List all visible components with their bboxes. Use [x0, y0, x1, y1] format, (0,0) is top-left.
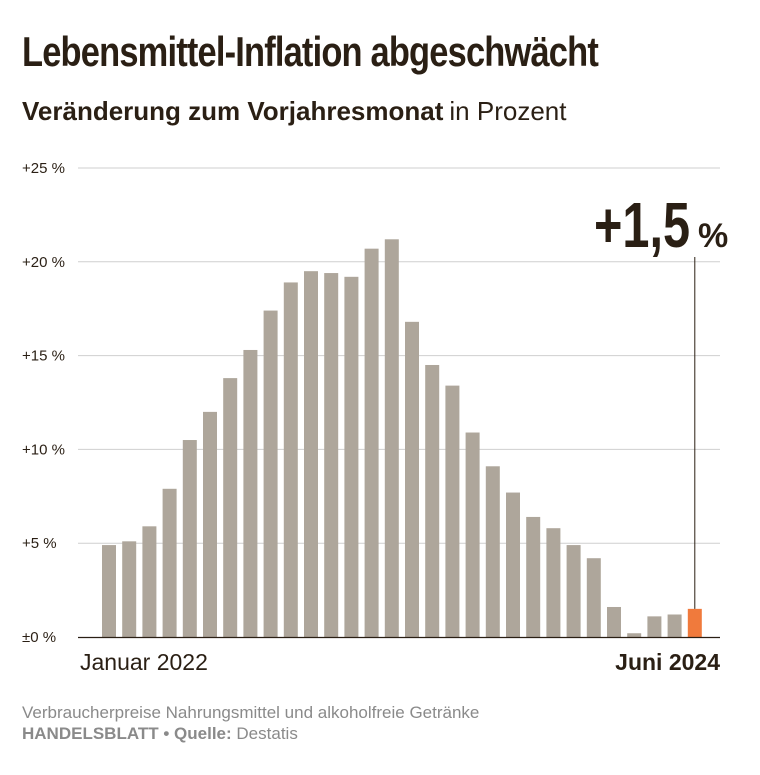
bar [384, 239, 399, 637]
bar [405, 321, 419, 637]
bar [566, 545, 581, 637]
bar [445, 385, 460, 637]
chart-subtitle: Veränderung zum Vorjahresmonat in Prozent [22, 96, 566, 127]
y-axis-labels: ±0 % +5 % +10 % +15 % +20 % +25 % [22, 160, 65, 646]
y-tick-label: +10 % [22, 441, 65, 458]
bar [586, 558, 601, 637]
bar [485, 466, 500, 637]
bar [465, 432, 480, 637]
subtitle-main: Veränderung zum Vorjahresmonat [22, 96, 444, 126]
subtitle-unit: in Prozent [449, 96, 567, 126]
source-name: Destatis [236, 724, 298, 743]
x-end-label: Juni 2024 [615, 649, 720, 675]
bar [667, 614, 682, 637]
bars [102, 239, 702, 637]
bar [344, 276, 359, 637]
bar [263, 310, 278, 637]
bar-chart: ±0 % +5 % +10 % +15 % +20 % +25 % +1,5 % Janu… [22, 160, 728, 675]
y-tick-label: +25 % [22, 160, 65, 177]
bar [243, 349, 258, 637]
bar [182, 440, 197, 637]
bar [364, 248, 379, 637]
bar [647, 616, 662, 637]
bar-highlight [687, 608, 702, 637]
bar [627, 633, 642, 637]
bar [203, 411, 217, 637]
bar [607, 606, 621, 637]
y-tick-label: ±0 % [22, 629, 56, 646]
bar [526, 516, 541, 637]
bar [546, 528, 561, 637]
chart-credits: HANDELSBLATT • Quelle: Destatis [22, 724, 298, 744]
bar [122, 541, 137, 637]
bar [506, 492, 520, 637]
source-label: Quelle: [174, 724, 232, 743]
chart-title: Lebensmittel-Inflation abgeschwächt [22, 28, 599, 75]
y-tick-label: +5 % [22, 535, 57, 552]
bar [425, 364, 440, 637]
publisher-name: HANDELSBLATT [22, 724, 159, 743]
bar [223, 378, 238, 637]
bar [324, 273, 339, 637]
bar [162, 488, 177, 637]
annotation-unit: % [698, 217, 728, 255]
y-tick-label: +20 % [22, 254, 65, 271]
bar [283, 282, 298, 637]
x-start-label: Januar 2022 [80, 649, 208, 675]
credit-separator: • [163, 724, 170, 743]
y-tick-label: +15 % [22, 348, 65, 365]
bar [142, 526, 157, 637]
bar [304, 271, 318, 637]
bar [102, 545, 116, 637]
annotation-value: +1,5 [594, 189, 690, 261]
chart-description: Verbraucherpreise Nahrungsmittel und alk… [22, 703, 480, 722]
